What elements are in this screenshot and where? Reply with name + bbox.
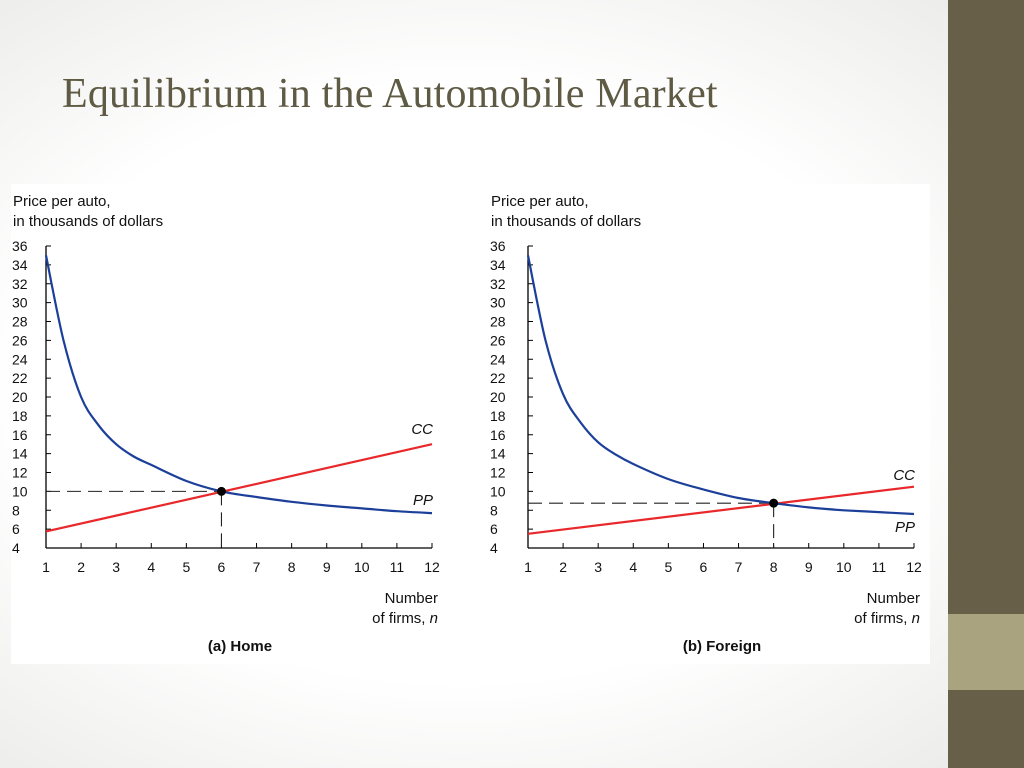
y-tick-label: 6 <box>12 521 20 537</box>
y-tick-label: 6 <box>490 521 498 537</box>
y-tick-label: 22 <box>490 370 506 386</box>
y-tick-label: 14 <box>12 446 28 462</box>
y-tick-label: 36 <box>490 238 506 254</box>
y-tick-label: 20 <box>490 389 506 405</box>
y-axis-label-line2: in thousands of dollars <box>491 213 641 230</box>
y-tick-label: 34 <box>12 257 28 273</box>
equilibrium-point <box>769 498 779 508</box>
x-tick-label: 1 <box>42 559 50 575</box>
x-tick-label: 9 <box>805 559 813 575</box>
x-tick-label: 3 <box>112 559 120 575</box>
chart-caption: (b) Foreign <box>683 638 761 655</box>
x-axis-label-line1: Number <box>385 590 438 607</box>
series-line-pp <box>44 255 433 515</box>
y-tick-label: 18 <box>490 408 506 424</box>
chart-home-svg: Price per auto, in thousands of dollars 4 6… <box>12 193 440 655</box>
series-label-pp: PP <box>413 492 433 509</box>
y-tick-label: 4 <box>490 540 498 556</box>
x-tick-label: 6 <box>218 559 226 575</box>
x-tick-label: 5 <box>182 559 190 575</box>
x-tick-label: 12 <box>424 559 440 575</box>
y-tick-label: 20 <box>12 389 28 405</box>
x-tick-label: 10 <box>836 559 852 575</box>
y-tick-label: 28 <box>490 314 506 330</box>
chart-panel-foreign: Price per auto, in thousands of dollars 4 6… <box>489 184 930 664</box>
x-tick-label: 7 <box>253 559 261 575</box>
x-axis-label-text: of firms, <box>372 610 430 627</box>
side-bar-accent <box>948 614 1024 690</box>
series-line-cc <box>45 443 433 533</box>
chart-panel-home: Price per auto, in thousands of dollars 4 6… <box>11 184 466 664</box>
x-tick-label: 4 <box>147 559 155 575</box>
y-tick-label: 30 <box>12 295 28 311</box>
chart-caption: (a) Home <box>208 638 272 655</box>
x-axis-label-text: of firms, <box>854 610 912 627</box>
x-tick-label: 10 <box>354 559 370 575</box>
x-tick-label: 8 <box>770 559 778 575</box>
y-tick-label: 26 <box>490 332 506 348</box>
y-tick-label: 8 <box>490 502 498 518</box>
slide-title: Equilibrium in the Automobile Market <box>62 71 718 117</box>
y-tick-label: 8 <box>12 502 20 518</box>
y-tick-label: 24 <box>12 351 28 367</box>
x-tick-label: 8 <box>288 559 296 575</box>
x-tick-label: 6 <box>700 559 708 575</box>
x-tick-label: 7 <box>735 559 743 575</box>
x-axis-label-line1: Number <box>867 590 920 607</box>
x-tick-label: 9 <box>323 559 331 575</box>
x-tick-label: 11 <box>390 559 405 575</box>
x-axis-label-variable: n <box>912 610 920 627</box>
y-tick-label: 30 <box>490 295 506 311</box>
y-tick-label: 34 <box>490 257 506 273</box>
y-tick-label: 10 <box>12 483 28 499</box>
x-tick-label: 4 <box>629 559 637 575</box>
y-tick-label: 36 <box>12 238 28 254</box>
equilibrium-point <box>216 486 226 496</box>
y-axis-label-line2: in thousands of dollars <box>13 213 163 230</box>
y-tick-label: 32 <box>12 276 28 292</box>
y-tick-label: 12 <box>490 465 506 481</box>
series-line-pp <box>526 255 915 516</box>
y-tick-label: 22 <box>12 370 28 386</box>
y-tick-label: 4 <box>12 540 20 556</box>
y-tick-label: 28 <box>12 314 28 330</box>
series-label-cc: CC <box>893 467 915 484</box>
y-tick-label: 26 <box>12 332 28 348</box>
y-tick-label: 16 <box>12 427 28 443</box>
x-axis-label-line2: of firms, n <box>372 610 438 627</box>
series-line-cc <box>527 485 915 535</box>
x-tick-label: 5 <box>664 559 672 575</box>
chart-foreign-svg: Price per auto, in thousands of dollars 4 6… <box>490 193 922 655</box>
x-axis-label-line2: of firms, n <box>854 610 920 627</box>
x-tick-label: 1 <box>524 559 532 575</box>
x-tick-label: 12 <box>906 559 922 575</box>
y-tick-label: 10 <box>490 483 506 499</box>
x-tick-label: 3 <box>594 559 602 575</box>
x-axis-label-variable: n <box>430 610 438 627</box>
series-label-cc: CC <box>411 421 433 438</box>
y-tick-label: 16 <box>490 427 506 443</box>
y-tick-label: 24 <box>490 351 506 367</box>
y-tick-label: 14 <box>490 446 506 462</box>
y-axis-label-line1: Price per auto, <box>13 193 111 210</box>
series-label-pp: PP <box>895 519 915 536</box>
x-tick-label: 2 <box>77 559 85 575</box>
x-tick-label: 2 <box>559 559 567 575</box>
y-axis-label-line1: Price per auto, <box>491 193 589 210</box>
y-tick-label: 32 <box>490 276 506 292</box>
y-tick-label: 18 <box>12 408 28 424</box>
x-tick-label: 11 <box>872 559 887 575</box>
y-tick-label: 12 <box>12 465 28 481</box>
